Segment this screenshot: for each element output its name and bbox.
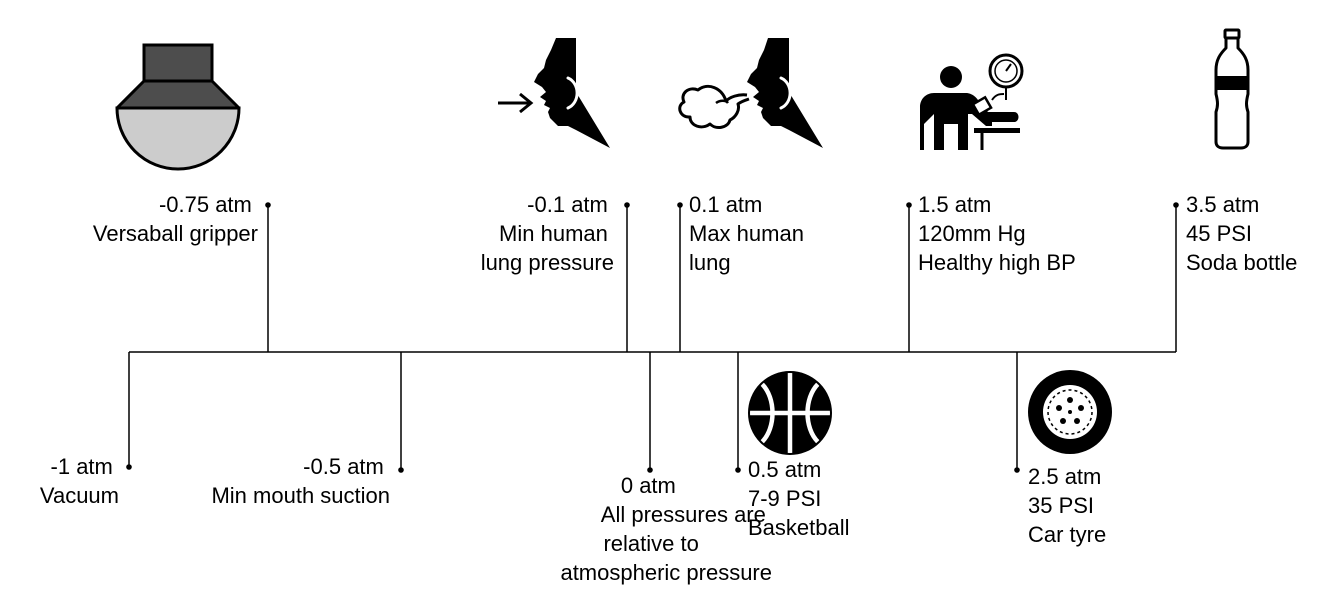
suction-cup-gripper-icon (115, 43, 241, 171)
label-line: lung (689, 250, 731, 275)
label-line: relative to (603, 531, 698, 556)
label-line: 0.5 atm (748, 457, 821, 482)
label-vacuum: -1 atm Vacuum (40, 454, 119, 508)
label-line: Max human (689, 221, 804, 246)
label-line: 7-9 PSI (748, 486, 821, 511)
inhale-face-icon (498, 38, 610, 148)
label-line: 2.5 atm (1028, 464, 1101, 489)
label-line: Versaball gripper (93, 221, 258, 246)
label-line: Basketball (748, 515, 850, 540)
label-line: Vacuum (40, 483, 119, 508)
blood-pressure-icon (920, 53, 1024, 150)
exhale-face-icon (678, 38, 823, 148)
dot-versaball (265, 202, 271, 208)
label-ball: 0.5 atm 7-9 PSI Basketball (748, 457, 850, 540)
dot-mouth (398, 467, 404, 473)
label-line: Car tyre (1028, 522, 1106, 547)
label-line: lung pressure (481, 250, 614, 275)
dot-ball (735, 467, 741, 473)
label-minlung: -0.1 atm Min human lung pressure (481, 192, 614, 275)
label-soda: 3.5 atm 45 PSI Soda bottle (1186, 192, 1297, 275)
label-line: 0.1 atm (689, 192, 762, 217)
label-line: All pressures are (601, 502, 766, 527)
label-line: Soda bottle (1186, 250, 1297, 275)
label-line: -1 atm (51, 454, 113, 479)
dot-bp (906, 202, 912, 208)
label-bp: 1.5 atm 120mm Hg Healthy high BP (918, 192, 1076, 275)
soda-bottle-icon (1214, 28, 1250, 150)
label-line: 35 PSI (1028, 493, 1094, 518)
label-line: atmospheric pressure (560, 560, 772, 585)
dot-vacuum (126, 464, 132, 470)
label-line: 120mm Hg (918, 221, 1026, 246)
dot-tyre (1014, 467, 1020, 473)
label-line: 0 atm (621, 473, 676, 498)
car-tyre-icon (1028, 370, 1112, 454)
dot-soda (1173, 202, 1179, 208)
label-tyre: 2.5 atm 35 PSI Car tyre (1028, 464, 1108, 547)
label-line: -0.5 atm (303, 454, 384, 479)
label-line: 1.5 atm (918, 192, 991, 217)
label-versaball: -0.75 atm Versaball gripper (93, 192, 258, 246)
label-line: Healthy high BP (918, 250, 1076, 275)
timeline-dots (126, 202, 1179, 473)
label-line: Min mouth suction (211, 483, 390, 508)
dot-maxlung (677, 202, 683, 208)
label-line: 45 PSI (1186, 221, 1252, 246)
label-mouth: -0.5 atm Min mouth suction (211, 454, 390, 508)
label-line: Min human (499, 221, 608, 246)
label-maxlung: 0.1 atm Max human lung (689, 192, 810, 275)
dot-zero (647, 467, 653, 473)
timeline-stems (128, 205, 1177, 470)
dot-minlung (624, 202, 630, 208)
basketball-icon (748, 371, 832, 455)
label-zero: 0 atm All pressures are relative to atmo… (560, 473, 772, 585)
label-line: 3.5 atm (1186, 192, 1259, 217)
label-line: -0.1 atm (527, 192, 608, 217)
label-line: -0.75 atm (159, 192, 252, 217)
